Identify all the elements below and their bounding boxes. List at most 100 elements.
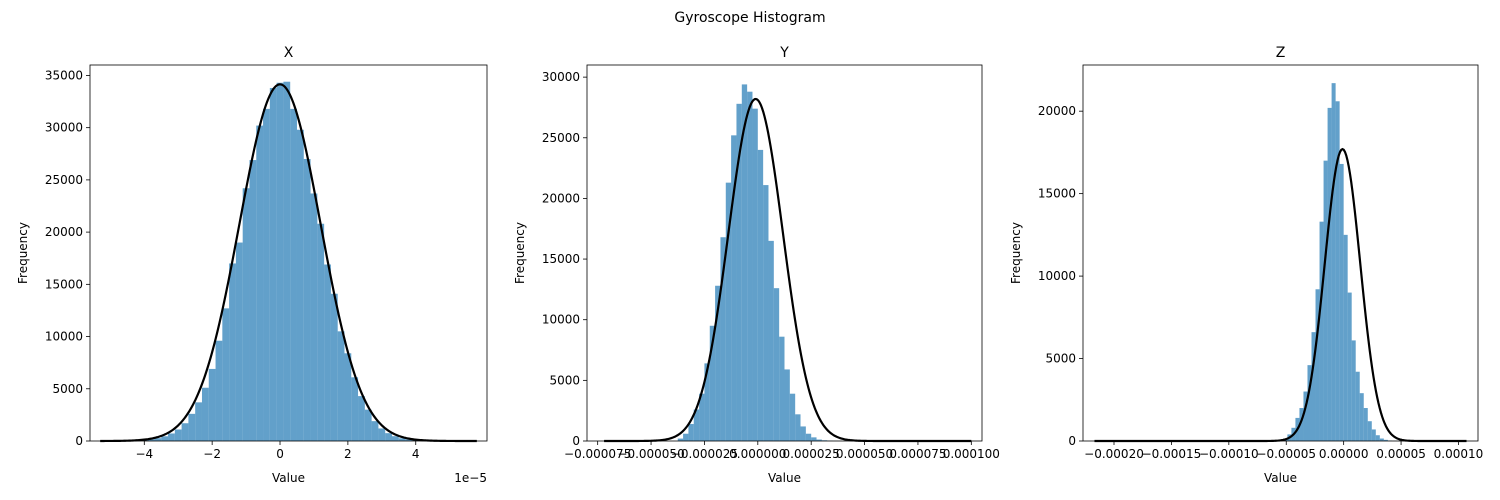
histogram-bar xyxy=(385,433,392,441)
histogram-bar xyxy=(249,160,257,442)
panel-z: −0.00020−0.00015−0.00010−0.00005 0.00000 0… xyxy=(1009,45,1483,485)
histogram-bar xyxy=(811,437,817,441)
y-tick-label: 0 xyxy=(1068,434,1076,448)
x-tick-label: −0.00010 xyxy=(1199,447,1259,461)
histogram-bar xyxy=(208,368,216,441)
histogram-bar xyxy=(256,125,264,442)
y-tick-label: 20000 xyxy=(1038,104,1076,118)
y-tick-label: 25000 xyxy=(45,173,83,187)
axes-frame xyxy=(586,64,983,442)
histogram-bar xyxy=(725,182,732,441)
histogram-bar xyxy=(816,439,822,441)
histogram-bar xyxy=(242,188,250,441)
y-tick-label: 15000 xyxy=(45,277,83,291)
histogram-bar xyxy=(1299,408,1304,441)
histogram-bar xyxy=(283,81,291,441)
histogram-bar xyxy=(752,108,758,441)
y-tick-label: 0 xyxy=(572,434,580,448)
x-tick-label: 0.00005 xyxy=(1376,447,1426,461)
y-axis-label: Frequency xyxy=(513,222,527,284)
histogram-bar xyxy=(736,103,742,442)
histogram-bar xyxy=(188,413,196,441)
histogram-bar xyxy=(1307,365,1312,441)
axes-title: X xyxy=(284,45,294,61)
histogram-bar xyxy=(263,108,270,441)
y-tick-label: 10000 xyxy=(542,313,580,327)
x-tick-label: 0.000000 xyxy=(729,447,786,461)
x-axis-label: Value xyxy=(768,471,801,485)
histogram-bar xyxy=(715,285,721,441)
y-axis-label: Frequency xyxy=(16,222,30,284)
histogram-bar xyxy=(391,436,399,441)
histogram-bar xyxy=(290,108,297,441)
histogram-bar xyxy=(800,426,806,441)
x-tick-label: 0.000050 xyxy=(836,447,893,461)
histogram-bar xyxy=(222,308,230,441)
histogram-bar xyxy=(1379,438,1384,441)
histogram-bar xyxy=(1343,234,1348,441)
y-tick-label: 30000 xyxy=(45,121,83,135)
y-tick-label: 20000 xyxy=(542,191,580,205)
histogram-bar xyxy=(789,393,796,441)
x-tick-label: −0.00005 xyxy=(1256,447,1316,461)
x-tick-label: −0.00020 xyxy=(1084,447,1144,461)
y-tick-label: 10000 xyxy=(45,330,83,344)
histogram-bar xyxy=(276,82,284,441)
histogram-bar xyxy=(731,135,737,441)
x-tick-label: −4 xyxy=(135,447,153,461)
histogram-bar xyxy=(310,193,318,441)
histogram-bars xyxy=(1283,83,1404,442)
histogram-bar xyxy=(763,185,769,441)
histogram-bar xyxy=(805,433,812,441)
axes-frame xyxy=(1082,64,1479,442)
histogram-bar xyxy=(358,396,365,441)
x-tick-label: 0 xyxy=(276,447,284,461)
x-tick-label: 0.00010 xyxy=(1434,447,1484,461)
histogram-bar xyxy=(757,149,764,441)
histogram-bar xyxy=(181,423,189,441)
histogram-bar xyxy=(1335,101,1340,441)
histogram-bar xyxy=(154,438,162,441)
histogram-bar xyxy=(779,336,785,441)
histogram-bar xyxy=(371,421,379,441)
x-tick-label: −0.00015 xyxy=(1142,447,1202,461)
histogram-bar xyxy=(1383,439,1388,441)
histogram-bar xyxy=(1363,408,1368,441)
axes-title: Y xyxy=(779,45,789,61)
histogram-bar xyxy=(747,91,753,441)
histogram-bar xyxy=(1311,332,1316,441)
y-tick-label: 0 xyxy=(75,434,83,448)
histogram-bar xyxy=(1351,340,1356,441)
histogram-bar xyxy=(784,369,790,441)
x-tick-label: 2 xyxy=(344,447,352,461)
y-tick-label: 10000 xyxy=(1038,269,1076,283)
normal-fit-curve xyxy=(1094,147,1467,443)
histogram-bar xyxy=(1323,160,1328,442)
y-tick-label: 5000 xyxy=(1045,352,1076,366)
axes-frame xyxy=(89,64,488,442)
panels: −4 −2 0 2 4 0 5000 10000 15000 20000 25000 30000 350… xyxy=(16,45,1483,485)
y-tick-label: 5000 xyxy=(52,382,83,396)
histogram-bar xyxy=(1347,292,1352,441)
histogram-bar xyxy=(317,223,325,441)
x-tick-label: 4 xyxy=(412,447,420,461)
y-tick-label: 5000 xyxy=(549,373,580,387)
y-tick-label: 20000 xyxy=(45,225,83,239)
histogram-bar xyxy=(1315,289,1320,441)
histogram-bar xyxy=(709,325,716,441)
x-tick-label: 0.000025 xyxy=(783,447,840,461)
histogram-bar xyxy=(344,353,352,441)
histogram-bar xyxy=(693,409,700,441)
normal-fit-curve xyxy=(100,83,477,443)
histogram-bar xyxy=(296,129,304,441)
histogram-bar xyxy=(1355,371,1360,441)
histogram-bar xyxy=(1327,107,1332,441)
histogram-bars xyxy=(677,84,844,442)
x-tick-label: −0.000050 xyxy=(617,447,684,461)
histogram-bar xyxy=(688,424,694,441)
histogram-bar xyxy=(195,402,202,441)
histogram-bar xyxy=(1359,393,1364,441)
histogram-bar xyxy=(324,264,331,441)
x-tick-label: 0.00000 xyxy=(1319,447,1369,461)
